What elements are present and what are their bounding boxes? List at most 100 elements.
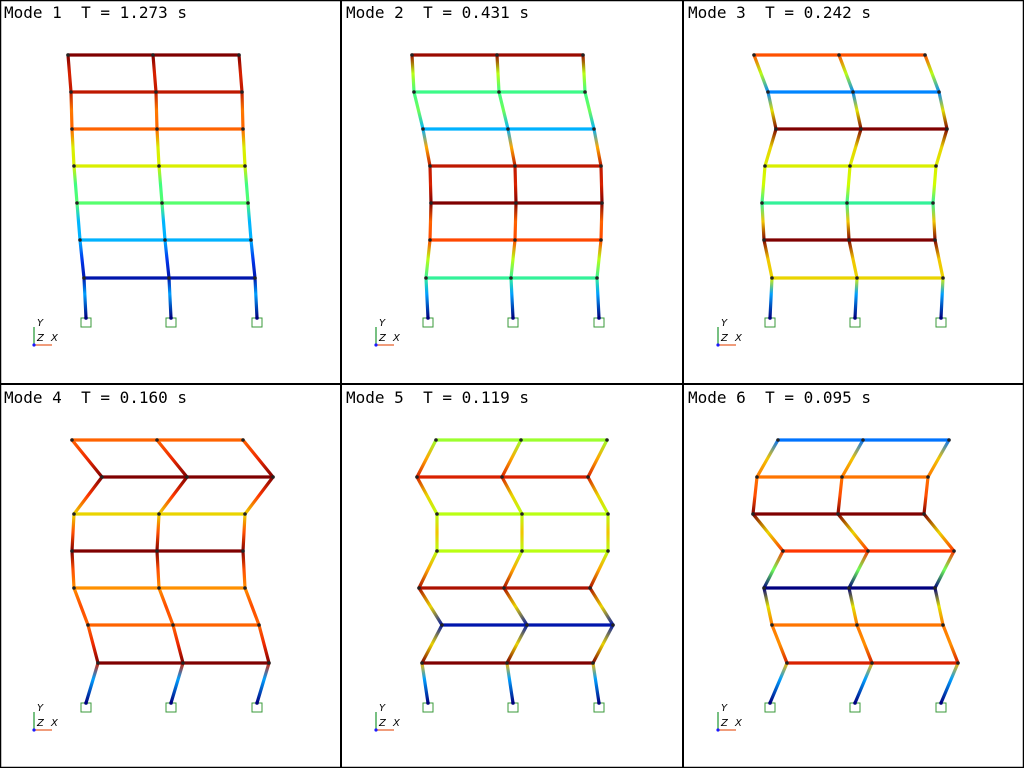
frame-node (855, 623, 859, 627)
triad-z-axis (32, 728, 36, 732)
frame-node (770, 623, 774, 627)
frame-node (70, 549, 74, 553)
mode-shape-svg: YZ X (32, 438, 275, 732)
frame-node (243, 512, 247, 516)
frame-node (157, 164, 161, 168)
frame-column (941, 623, 960, 665)
frame-node (605, 438, 609, 442)
frame-column (845, 201, 851, 242)
frame-column (599, 164, 604, 205)
period-label: T = 0.160 s (81, 388, 188, 407)
frame-node (410, 53, 414, 57)
frame-node (241, 549, 245, 553)
frame-node (519, 438, 523, 442)
frame-node (752, 53, 756, 57)
mode-label: Mode 5 (346, 388, 404, 407)
frame-column (847, 549, 870, 590)
frame-column (505, 623, 529, 665)
triad-x-label: X (734, 333, 743, 344)
frame-column (415, 438, 438, 479)
support-node (939, 701, 943, 705)
frame-column (837, 53, 855, 94)
frame-node (72, 586, 76, 590)
frame-node (82, 276, 86, 280)
mode-shape-svg: YZ X (32, 53, 263, 347)
frame-column (599, 201, 604, 242)
triad-y-label: Y (721, 703, 728, 714)
triad-y-label: Y (379, 703, 386, 714)
frame-node (514, 201, 518, 205)
frame-node (525, 623, 529, 627)
frame-column (241, 127, 247, 168)
frame-column (851, 90, 863, 131)
triad-y-label: Y (37, 318, 44, 329)
frame-column (86, 623, 100, 665)
frame-column (931, 201, 937, 242)
frame-node (505, 661, 509, 665)
mode-label: Mode 1 (4, 3, 62, 22)
frame-node (837, 53, 841, 57)
frame-column (69, 90, 74, 131)
ground-column (169, 661, 185, 705)
triad-y-label: Y (721, 318, 728, 329)
frame-column (922, 475, 930, 516)
frame-column (424, 238, 432, 280)
frame-column (762, 549, 785, 590)
frame-node (586, 475, 590, 479)
frame-column (760, 164, 767, 205)
frame-node (151, 53, 155, 57)
mode-shape-svg: YZ X (716, 438, 960, 732)
frame-column (836, 512, 870, 553)
frame-column (495, 53, 501, 94)
ground-column (591, 661, 601, 705)
frame-column (923, 53, 941, 94)
frame-column (595, 238, 603, 280)
ground-column (853, 276, 859, 320)
frame-column (497, 90, 510, 131)
frame-node (237, 53, 241, 57)
frame-column (933, 238, 945, 280)
frame-node (583, 90, 587, 94)
mode-title: Mode 4 T = 0.160 s (4, 388, 187, 408)
frame-node (847, 238, 851, 242)
frame-column (157, 164, 164, 205)
period-label: T = 0.242 s (765, 3, 872, 22)
frame-column (249, 238, 257, 280)
mode-panel-2: Y Z X Mode 2 T = 0.431 s (342, 0, 683, 384)
ground-column (939, 661, 960, 705)
frame-column (847, 238, 859, 280)
frame-node (956, 661, 960, 665)
triad-z-label: Z (378, 333, 387, 344)
mode-panel-3: Y Z X Mode 3 T = 0.242 s (684, 0, 1024, 384)
frame-column (237, 53, 244, 94)
support-node (169, 701, 173, 705)
ground-column (167, 276, 173, 320)
frame-node (241, 127, 245, 131)
frame-column (840, 438, 865, 479)
frame-node (588, 586, 592, 590)
frame-node (502, 586, 506, 590)
frame-node (241, 438, 245, 442)
frame-node (513, 164, 517, 168)
frame-column (428, 164, 433, 205)
support-node (853, 316, 857, 320)
frame-column (70, 438, 104, 479)
triad-z-label: Z (36, 718, 45, 729)
frame-node (923, 53, 927, 57)
frame-node (520, 512, 524, 516)
frame-column (72, 586, 90, 627)
support-node (768, 701, 772, 705)
frame-node (428, 238, 432, 242)
frame-node (599, 238, 603, 242)
period-label: T = 1.273 s (81, 3, 188, 22)
support-node (255, 701, 259, 705)
frame-column (933, 586, 945, 627)
frame-node (848, 164, 852, 168)
frame-node (96, 661, 100, 665)
frame-node (506, 127, 510, 131)
frame-column (766, 90, 778, 131)
frame-node (762, 586, 766, 590)
frame-node (611, 623, 615, 627)
ground-column (939, 276, 945, 320)
frame-column (70, 512, 76, 553)
